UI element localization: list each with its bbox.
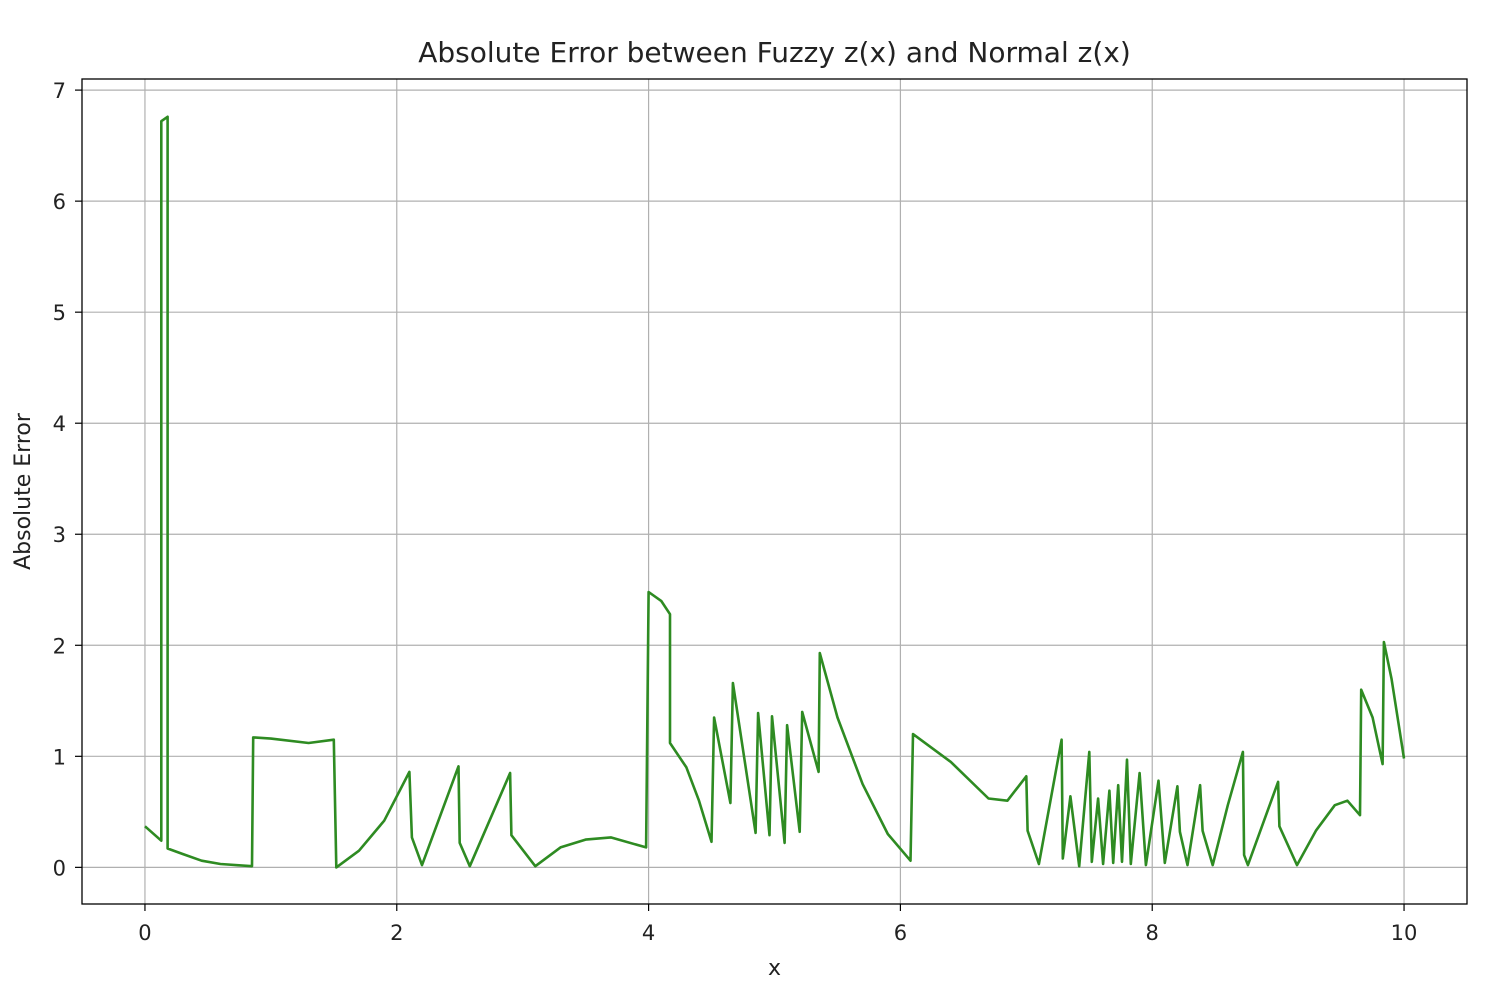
chart-title: Absolute Error between Fuzzy z(x) and No…	[418, 36, 1131, 69]
y-tick-label: 5	[53, 301, 66, 325]
x-tick-label: 0	[138, 921, 151, 945]
y-tick-label: 2	[53, 634, 66, 658]
x-tick-label: 6	[894, 921, 907, 945]
x-tick-label: 2	[390, 921, 403, 945]
x-axis-ticks: 0 2 4 6 8 10	[138, 904, 1417, 945]
series-line	[144, 115, 1406, 869]
y-tick-label: 4	[53, 412, 66, 436]
y-tick-label: 3	[53, 523, 66, 547]
x-tick-label: 4	[642, 921, 655, 945]
y-tick-label: 7	[53, 79, 66, 103]
plot-area-frame	[81, 78, 1468, 905]
x-axis-label: x	[768, 956, 781, 981]
series-layer	[144, 115, 1406, 869]
grid-lines	[82, 79, 1467, 904]
y-tick-label: 1	[53, 745, 66, 769]
y-axis-ticks: 0 1 2 3 4 5 6 7	[53, 79, 82, 880]
x-tick-label: 8	[1146, 921, 1159, 945]
y-tick-label: 0	[53, 856, 66, 880]
x-tick-label: 10	[1391, 921, 1418, 945]
y-tick-label: 6	[53, 190, 66, 214]
y-axis-label: Absolute Error	[11, 412, 36, 570]
